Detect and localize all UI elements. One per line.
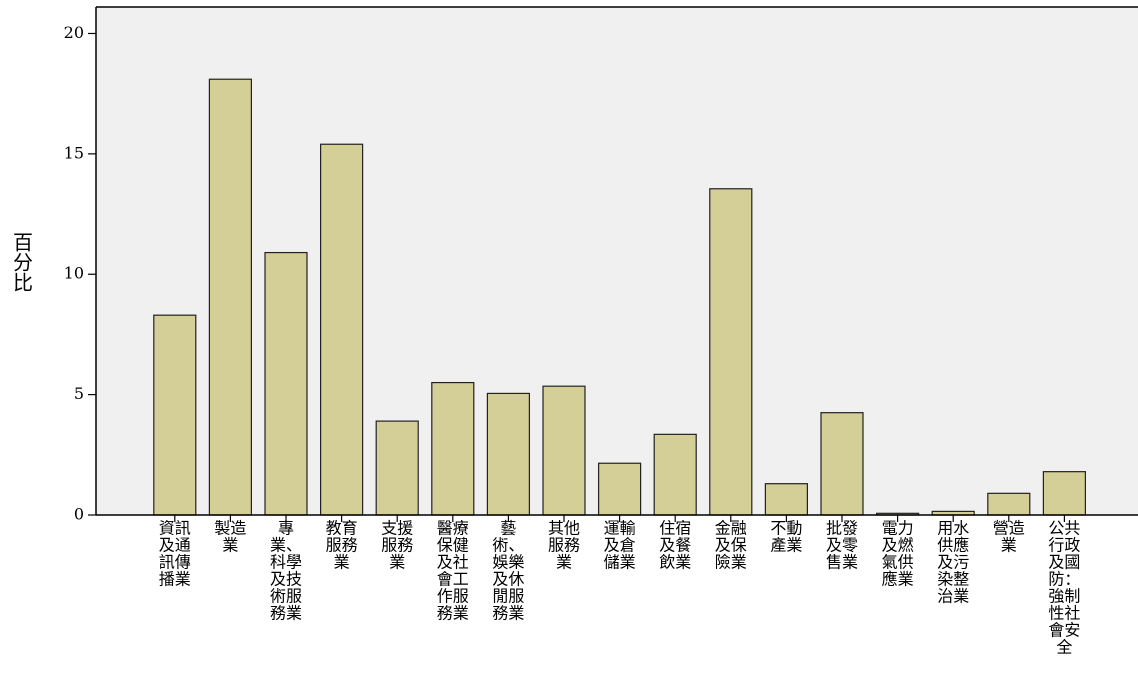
bar: [542, 385, 586, 516]
x-tick-label: 服務: [326, 536, 358, 555]
x-tick-label: 儲業: [604, 553, 636, 572]
x-tick-label: 用水: [937, 519, 969, 538]
x-tick-label: 會工: [437, 570, 469, 589]
y-tick-label: 10: [64, 264, 84, 283]
x-tick-label: 業: [334, 553, 350, 572]
bar: [431, 381, 475, 516]
x-tick-label: 批發: [826, 519, 858, 538]
x-tick-label: 閒服: [492, 587, 524, 606]
bar: [264, 251, 308, 516]
x-tick-label: 會安: [1048, 621, 1080, 640]
bar: [987, 492, 1031, 516]
x-tick-label: 應業: [882, 570, 914, 589]
x-tick-label: 飲業: [659, 553, 691, 572]
bar: [375, 420, 419, 516]
x-tick-label: 住宿: [659, 519, 691, 538]
bar: [653, 433, 697, 516]
x-tick-label: 業: [1001, 536, 1017, 555]
x-tick-label: 電力: [882, 519, 914, 538]
x-tick-label: 專: [278, 519, 294, 538]
x-tick-label: 及國: [1048, 553, 1080, 572]
bar: [153, 314, 197, 516]
x-tick-label: 及餐: [659, 536, 691, 555]
bar: [820, 412, 864, 516]
x-tick-label: 及社: [437, 553, 469, 572]
x-tick-label: 播業: [159, 570, 191, 589]
x-tick-label: 業、: [270, 536, 302, 555]
x-tick-label: 險業: [715, 553, 747, 572]
x-tick-label: 運輸: [604, 519, 636, 538]
x-tick-label: 售業: [826, 553, 858, 572]
x-tick-label: 營造: [993, 519, 1025, 538]
x-tick-label: 務業: [492, 604, 524, 623]
x-tick-label: 及零: [826, 536, 858, 555]
x-tick-label: 業: [222, 536, 238, 555]
x-tick-label: 染整: [937, 570, 969, 589]
x-tick-label: 服務: [548, 536, 580, 555]
x-tick-label: 性社: [1048, 604, 1080, 623]
bar: [208, 78, 252, 516]
x-tick-label: 術服: [270, 587, 302, 606]
bar: [597, 462, 642, 516]
x-tick-label: 及休: [492, 570, 524, 589]
bar: [764, 483, 809, 516]
x-tick-label: 及燃: [882, 536, 914, 555]
x-tick-label: 及倉: [604, 536, 636, 555]
x-tick-label: 訊傳: [159, 553, 191, 572]
x-tick-label: 藝: [500, 519, 516, 538]
x-tick-label: 業: [556, 553, 572, 572]
x-tick-label: 及技: [270, 570, 302, 589]
bar: [486, 392, 530, 516]
y-tick-label: 0: [74, 505, 84, 524]
bar: [709, 188, 753, 516]
x-tick-label: 不動: [770, 519, 802, 538]
x-tick-label: 支援: [381, 519, 413, 538]
x-tick-label: 公共: [1048, 519, 1080, 538]
x-tick-label: 服務: [381, 536, 413, 555]
x-tick-label: 其他: [548, 519, 580, 538]
x-tick-label: 製造: [214, 519, 246, 538]
x-tick-label: 教育: [326, 519, 358, 538]
x-tick-label: 術、: [492, 536, 524, 555]
y-tick-label: 20: [64, 23, 84, 42]
x-tick-label: 全: [1056, 638, 1072, 657]
y-tick-label: 15: [64, 143, 84, 162]
x-tick-label: 氣供: [882, 553, 914, 572]
x-tick-label: 業: [389, 553, 405, 572]
x-tick-label: 防：: [1048, 570, 1080, 589]
x-tick-label: 醫療: [437, 519, 469, 538]
x-tick-label: 及通: [159, 536, 191, 555]
x-tick-label: 保健: [437, 536, 469, 555]
x-tick-label: 金融: [715, 519, 747, 538]
x-tick-label: 資訊: [159, 519, 191, 538]
bar: [1042, 471, 1087, 516]
y-axis-label: 百分比: [10, 232, 34, 292]
plot-background: [96, 7, 1138, 515]
x-tick-label: 作服: [437, 587, 469, 606]
x-tick-label: 務業: [270, 604, 302, 623]
x-tick-label: 科學: [270, 553, 302, 572]
x-tick-label: 及污: [937, 553, 969, 572]
x-tick-label: 行政: [1048, 536, 1080, 555]
x-tick-label: 供應: [937, 536, 969, 555]
x-tick-label: 及保: [715, 536, 747, 555]
x-tick-label: 務業: [437, 604, 469, 623]
x-tick-label: 強制: [1048, 587, 1080, 606]
x-tick-label: 娛樂: [492, 553, 524, 572]
x-tick-label: 產業: [770, 536, 802, 555]
bar: [320, 143, 364, 516]
x-tick-label: 治業: [937, 587, 969, 606]
y-tick-label: 5: [74, 384, 84, 403]
